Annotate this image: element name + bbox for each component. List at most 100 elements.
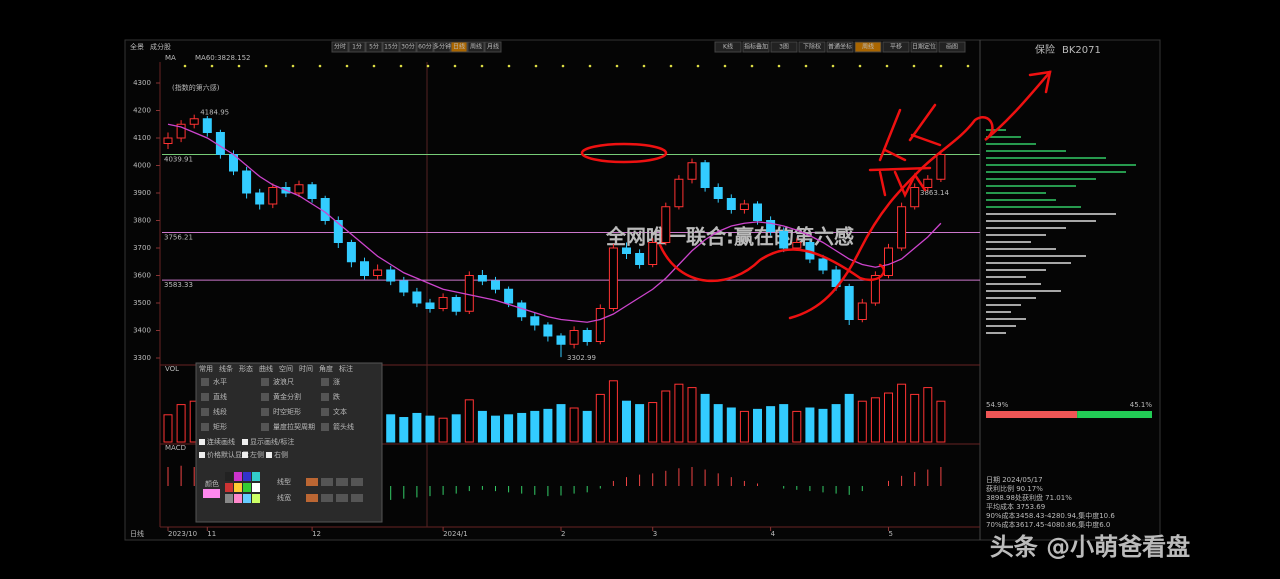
option[interactable]: 右侧 [274, 450, 288, 459]
color-swatch[interactable] [243, 483, 251, 492]
tool-button[interactable] [938, 41, 966, 53]
volume-bar [477, 410, 487, 443]
line-option[interactable] [351, 478, 363, 486]
volume-bar [792, 410, 802, 443]
line-type: 线型 [277, 477, 291, 486]
tool-button[interactable] [770, 41, 798, 53]
popup-tab[interactable]: 曲线 [259, 364, 273, 373]
tool-name[interactable]: 波浪尺 [273, 377, 294, 386]
line-option[interactable] [321, 494, 333, 502]
event-dot [372, 64, 376, 68]
tool-button[interactable] [742, 41, 770, 53]
volume-bar [399, 417, 409, 443]
color-swatch[interactable] [225, 483, 233, 492]
volume-bar [386, 414, 396, 443]
volume-bar [517, 412, 527, 443]
color-swatch[interactable] [225, 494, 233, 503]
tool-button[interactable] [798, 41, 826, 53]
tool-name[interactable]: 涨 [333, 377, 340, 386]
volume-bar [504, 414, 514, 443]
color-swatch[interactable] [252, 472, 260, 481]
level-label: 4039.91 [164, 156, 193, 164]
option[interactable]: 左侧 [250, 450, 264, 459]
color-swatch[interactable] [252, 483, 260, 492]
volume-bar [936, 400, 946, 443]
candle-body [451, 297, 461, 312]
popup-tab[interactable]: 线条 [219, 364, 233, 373]
tool-icon [201, 423, 209, 431]
popup-tab[interactable]: 形态 [239, 364, 253, 373]
candle-body [320, 198, 330, 221]
line-option[interactable] [306, 494, 318, 502]
color-swatch[interactable] [234, 494, 242, 503]
level-label: 3583.33 [164, 281, 193, 289]
period-button[interactable] [467, 41, 485, 53]
event-dot [237, 64, 241, 68]
tool-label: 3图 [779, 44, 789, 51]
tool-button[interactable] [854, 41, 882, 53]
line-option[interactable] [336, 494, 348, 502]
period-label: 5分 [369, 43, 379, 51]
popup-tab[interactable]: 空间 [279, 364, 293, 373]
candle-body [215, 132, 225, 155]
event-dot [804, 64, 808, 68]
volume-bar [491, 415, 500, 443]
candle-body [608, 247, 618, 309]
tool-name[interactable]: 跌 [333, 392, 340, 401]
popup-tab[interactable]: 常用 [199, 364, 213, 373]
candle-body [373, 269, 383, 276]
tool-name[interactable]: 直线 [213, 392, 227, 401]
tool-button[interactable] [826, 41, 854, 53]
checkbox [242, 439, 248, 445]
tool-label: 平移 [890, 43, 902, 51]
volume-bar [425, 415, 435, 443]
candle-body [294, 184, 304, 194]
period-button[interactable] [484, 41, 502, 53]
tab[interactable]: 成分股 [150, 42, 171, 51]
tool-name[interactable]: 矩形 [213, 422, 227, 431]
color-swatch[interactable] [252, 494, 260, 503]
tool-name[interactable]: 箭头线 [333, 422, 354, 431]
line-option[interactable] [306, 478, 318, 486]
tab[interactable]: 全景 [130, 42, 144, 51]
tool-button[interactable] [910, 41, 938, 53]
period-label: 月线 [487, 43, 499, 51]
color-swatch[interactable] [234, 483, 242, 492]
tool-button[interactable] [714, 41, 742, 53]
period-button[interactable] [348, 41, 366, 53]
option[interactable]: 价格默认显示 [207, 450, 249, 459]
color-swatch[interactable] [225, 472, 233, 481]
tool-name[interactable]: 文本 [333, 407, 347, 416]
tool-button[interactable] [882, 41, 910, 53]
tool-name[interactable]: 线段 [213, 407, 227, 416]
popup-tab[interactable]: 角度 [319, 364, 333, 373]
color-swatch[interactable] [234, 472, 242, 481]
option[interactable]: 显示画线/标注 [250, 437, 294, 446]
event-dot [426, 64, 430, 68]
line-option[interactable] [336, 478, 348, 486]
line-option[interactable] [321, 478, 333, 486]
tool-name[interactable]: 时空矩形 [273, 407, 301, 416]
popup-tab[interactable]: 标注 [339, 364, 353, 373]
period-button[interactable] [331, 41, 349, 53]
option[interactable]: 连续画线 [207, 437, 235, 446]
tool-name[interactable]: 水平 [213, 377, 227, 386]
color-swatch[interactable] [243, 494, 251, 503]
period-button[interactable] [365, 41, 383, 53]
color-swatch[interactable] [243, 472, 251, 481]
y-tick-label: 3900 [133, 189, 151, 197]
period-button[interactable] [399, 41, 417, 53]
tool-name[interactable]: 黄金分割 [273, 392, 301, 401]
period-button[interactable] [382, 41, 400, 53]
candle-body [622, 247, 631, 254]
line-option[interactable] [351, 494, 363, 502]
tool-name[interactable]: 量度拉契周期 [273, 422, 315, 431]
volume-bar [739, 410, 749, 443]
popup-tab[interactable]: 时间 [299, 364, 313, 373]
candle-body [189, 118, 199, 125]
candle-body [307, 184, 317, 199]
candle-body [726, 198, 736, 210]
period-button[interactable] [416, 41, 434, 53]
period-button[interactable] [433, 41, 451, 53]
period-button[interactable] [450, 41, 468, 53]
